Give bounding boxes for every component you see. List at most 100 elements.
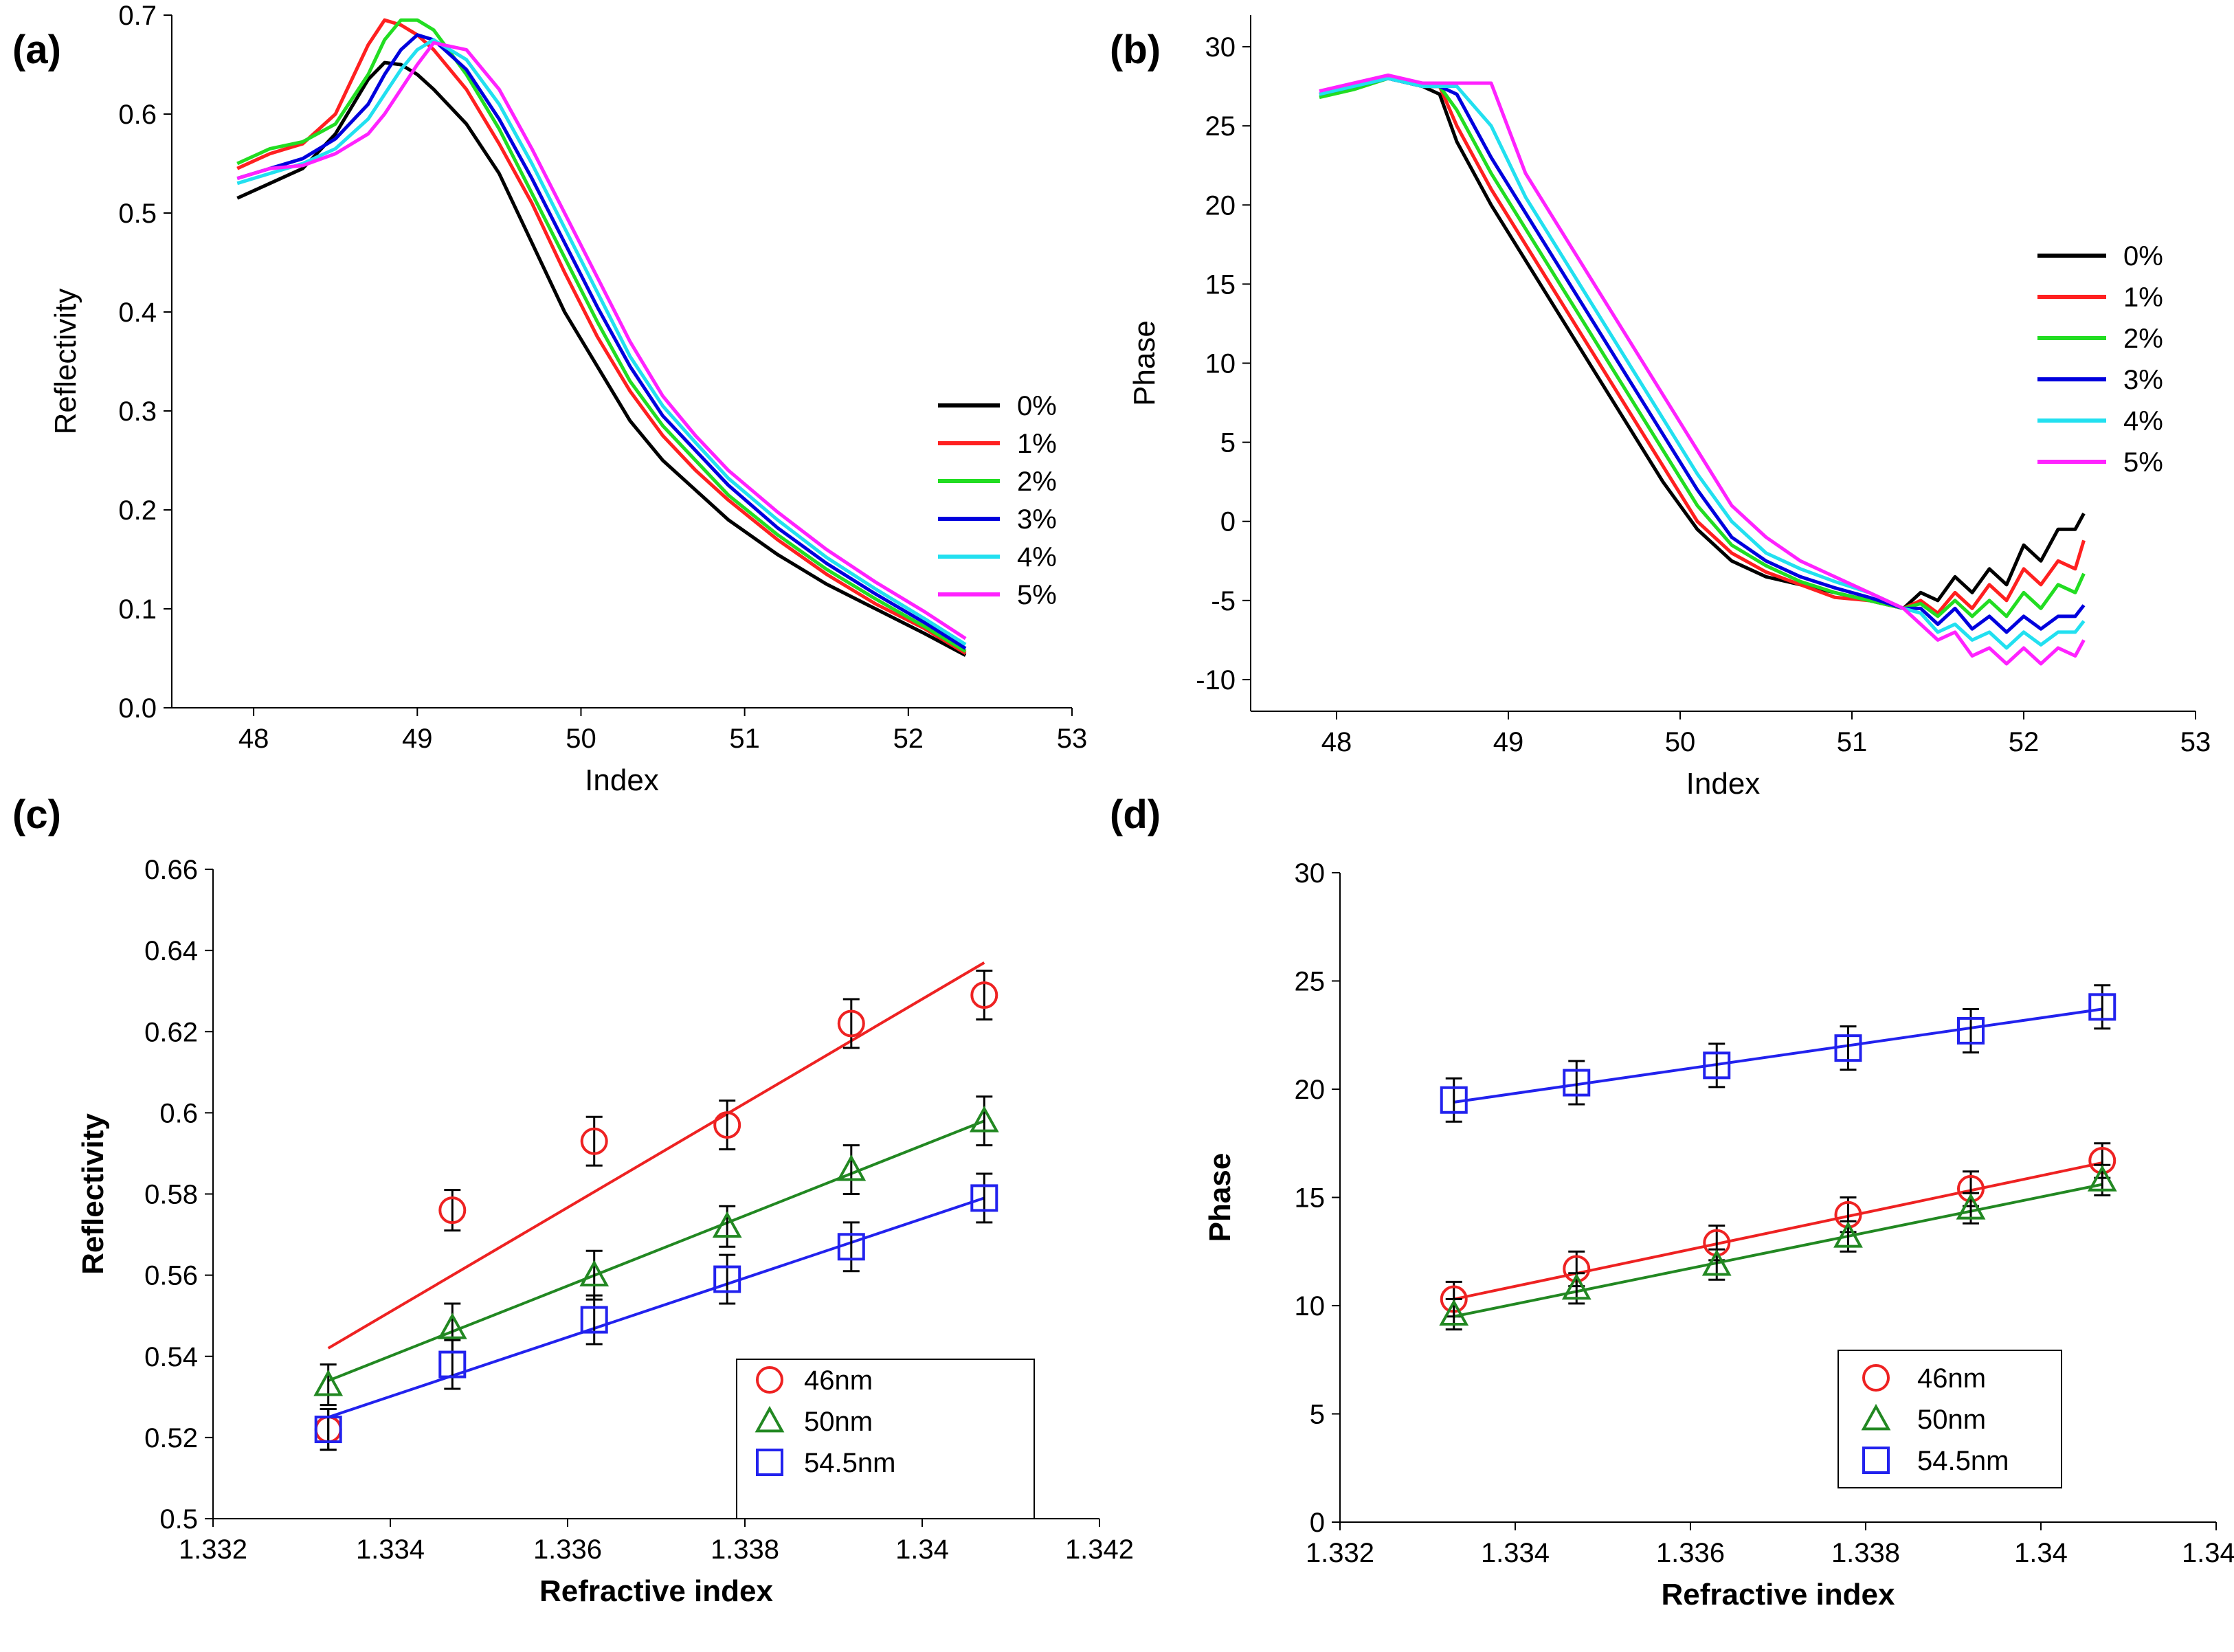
- y-tick-label: 0.5: [118, 199, 157, 229]
- x-tick-label: 1.342: [2182, 1538, 2234, 1568]
- series-line: [236, 33, 967, 650]
- fit-line: [1453, 1007, 2103, 1104]
- legend-label: 46nm: [804, 1365, 873, 1396]
- y-tick-label: 30: [1295, 858, 1326, 889]
- y-tick-label: 10: [1205, 349, 1236, 379]
- data-point: [1957, 1016, 1985, 1045]
- y-tick-label: 20: [1295, 1075, 1326, 1105]
- data-point: [437, 1313, 467, 1339]
- series-line: [236, 41, 967, 640]
- x-tick-label: 50: [566, 724, 596, 754]
- data-point: [1833, 1221, 1863, 1248]
- data-point: [580, 1127, 608, 1155]
- series-line: [1319, 73, 2086, 666]
- panel-c: (c) 1.332 1.334 1.336 1.338 1.34 1.342 0.5 0.52 0…: [12, 792, 1134, 1608]
- series-line: [236, 18, 967, 655]
- data-point: [970, 981, 998, 1009]
- legend-label: 54.5nm: [1917, 1446, 2009, 1476]
- y-tick-label: 0.52: [144, 1423, 198, 1453]
- y-axis-title: Reflectivity: [49, 289, 82, 435]
- y-tick-label: 0.3: [118, 397, 157, 427]
- fit-line: [1453, 1161, 2103, 1301]
- x-tick-label: 1.334: [1481, 1538, 1550, 1568]
- data-point: [837, 1233, 865, 1261]
- legend-marker: [1862, 1447, 1890, 1474]
- series-3%: [236, 33, 967, 650]
- y-tick-label: 0.54: [144, 1342, 198, 1372]
- y-tick-label: 10: [1295, 1291, 1326, 1321]
- y-tick-label: 0.7: [118, 1, 157, 31]
- y-tick-label: 15: [1205, 269, 1236, 300]
- x-tick-label: 53: [1057, 724, 1088, 754]
- legend-box: [1838, 1350, 2062, 1488]
- y-tick-label: 25: [1295, 967, 1326, 997]
- data-point: [438, 1350, 467, 1378]
- x-tick-label: 51: [1837, 727, 1868, 757]
- series-46nm: [1440, 1142, 2116, 1318]
- legend-label: 4%: [2123, 406, 2163, 436]
- series-line: [236, 38, 967, 646]
- series-4%: [236, 38, 967, 646]
- legend-label: 54.5nm: [804, 1448, 895, 1478]
- series-5%: [1319, 73, 2086, 666]
- legend-label: 50nm: [804, 1407, 873, 1437]
- fit-line: [327, 1119, 985, 1383]
- x-axis-title: Refractive index: [1662, 1578, 1895, 1611]
- legend-marker: [756, 1366, 783, 1394]
- series-50nm: [1439, 1163, 2117, 1331]
- panel-d: (d) 1.332 1.334 1.336 1.338 1.34 1.342 0 5 10 15 20…: [1110, 792, 2234, 1611]
- legend-marker: [756, 1449, 783, 1476]
- data-point: [969, 1106, 999, 1132]
- y-tick-label: 25: [1205, 111, 1236, 142]
- data-point: [438, 1196, 467, 1225]
- y-axis-title: Reflectivity: [76, 1113, 110, 1275]
- x-tick-label: 1.334: [356, 1534, 425, 1565]
- y-tick-label: 15: [1295, 1183, 1326, 1214]
- data-point: [2088, 993, 2116, 1021]
- panel-label: (c): [12, 792, 61, 837]
- series-line: [1319, 76, 2086, 650]
- x-tick-label: 1.336: [533, 1534, 602, 1565]
- x-tick-label: 1.338: [711, 1534, 779, 1565]
- panel-b: (b) 48 49 50 51 52 53 -10 -5 0 5 10 15 20 25 30 Index Pha…: [1110, 15, 2211, 801]
- x-tick-label: 53: [2180, 727, 2211, 757]
- x-tick-label: 49: [1493, 727, 1524, 757]
- x-tick-label: 1.336: [1656, 1538, 1725, 1568]
- series-line: [1319, 76, 2086, 610]
- data-point: [1439, 1299, 1469, 1326]
- x-tick-label: 1.34: [895, 1534, 949, 1565]
- data-point: [1834, 1034, 1862, 1062]
- data-point: [580, 1306, 608, 1334]
- series-line: [1319, 76, 2086, 615]
- series-50nm: [313, 1095, 999, 1407]
- series-1%: [1319, 76, 2086, 615]
- data-point: [1563, 1069, 1591, 1097]
- legend: 46nm 50nm 54.5nm: [1838, 1350, 2062, 1488]
- x-tick-label: 50: [1665, 727, 1696, 757]
- series-54.5nm: [314, 1172, 998, 1451]
- x-axis-title: Index: [585, 763, 659, 797]
- y-tick-label: 5: [1310, 1400, 1325, 1430]
- panel-label: (d): [1110, 792, 1161, 837]
- legend-label: 3%: [2123, 365, 2163, 395]
- y-tick-label: 0.2: [118, 495, 157, 526]
- series-4%: [1319, 76, 2086, 650]
- series-0%: [236, 60, 967, 657]
- x-axis-title: Refractive index: [539, 1574, 773, 1608]
- x-tick-label: 49: [402, 724, 433, 754]
- x-tick-label: 52: [2009, 727, 2040, 757]
- y-tick-label: -5: [1211, 586, 1236, 616]
- data-point: [1561, 1273, 1591, 1300]
- y-tick-label: 0: [1310, 1508, 1325, 1538]
- legend-label: 1%: [2123, 282, 2163, 313]
- data-point: [579, 1260, 610, 1287]
- series-5%: [236, 41, 967, 640]
- data-point: [713, 1111, 741, 1139]
- legend-label: 5%: [2123, 447, 2163, 478]
- x-tick-label: 52: [893, 724, 924, 754]
- series-line: [236, 60, 967, 657]
- y-tick-label: 0: [1220, 507, 1236, 537]
- series-line: [1319, 76, 2086, 618]
- legend-marker: [1862, 1364, 1890, 1392]
